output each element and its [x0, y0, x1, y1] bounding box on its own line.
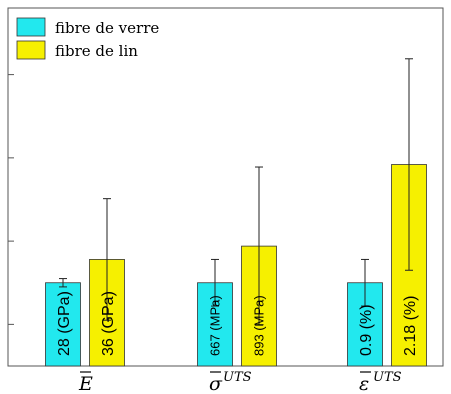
bar-value-label: 2.18 (%)	[402, 296, 419, 356]
bar-verre	[45, 282, 81, 367]
x-tick-label-superscript: UTS	[373, 370, 402, 385]
bar-value-label: 667 (MPa)	[208, 295, 223, 356]
legend-label-lin: fibre de lin	[55, 42, 138, 60]
bars-group: 28 (GPa) 36 (GPa) 667 (MPa) 893 (MPa) 0.9 (%…	[45, 58, 427, 367]
x-tick-label-superscript: UTS	[223, 370, 252, 385]
legend-swatch-lin	[16, 40, 46, 60]
x-tick-label: ε UTS	[359, 370, 402, 394]
x-tick-label-base: ε	[359, 373, 369, 394]
y-axis-ticks	[8, 74, 14, 325]
legend-swatch-verre	[16, 17, 46, 37]
bar-value-label: 28 (GPa)	[56, 291, 73, 356]
x-tick-label: σ UTS	[209, 370, 252, 394]
legend: fibre de verre fibre de lin	[16, 17, 159, 60]
bar-value-label: 0.9 (%)	[358, 304, 375, 356]
bar-value-label: 36 (GPa)	[100, 291, 117, 356]
x-tick-label-base: E	[78, 373, 93, 394]
legend-label-verre: fibre de verre	[55, 19, 159, 37]
x-tick-label: E	[78, 371, 93, 394]
bar-value-label: 893 (MPa)	[252, 295, 267, 356]
x-tick-label-base: σ	[209, 373, 223, 394]
